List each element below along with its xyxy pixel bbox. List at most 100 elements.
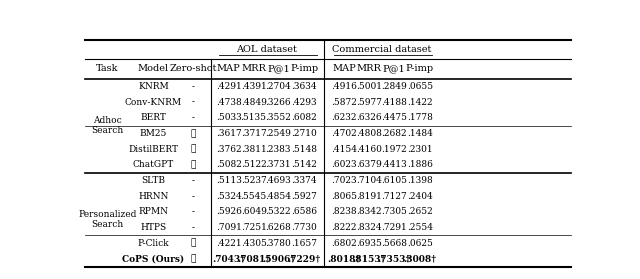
Text: .6935: .6935: [356, 239, 382, 248]
Text: .5872: .5872: [332, 98, 357, 107]
Text: .8065: .8065: [332, 192, 357, 201]
Text: -: -: [191, 113, 195, 122]
Text: .2682: .2682: [381, 129, 407, 138]
Text: .5001: .5001: [356, 82, 382, 91]
Text: -: -: [191, 192, 195, 201]
Text: BERT: BERT: [140, 113, 166, 122]
Text: .1422: .1422: [407, 98, 433, 107]
Text: .7229†: .7229†: [287, 254, 321, 263]
Text: .8324: .8324: [356, 223, 382, 232]
Text: .5927: .5927: [291, 192, 317, 201]
Text: .6586: .6586: [291, 207, 317, 217]
Text: .2652: .2652: [407, 207, 433, 217]
Text: .4738: .4738: [216, 98, 242, 107]
Text: .4413: .4413: [381, 160, 407, 169]
Text: .6049: .6049: [241, 207, 266, 217]
Text: .5122: .5122: [241, 160, 266, 169]
Text: -: -: [191, 207, 195, 217]
Text: .4293: .4293: [291, 98, 317, 107]
Text: AOL dataset: AOL dataset: [236, 45, 297, 54]
Text: .4916: .4916: [332, 82, 357, 91]
Text: P-imp: P-imp: [406, 64, 434, 73]
Text: .2849: .2849: [381, 82, 407, 91]
Text: .5906†: .5906†: [262, 254, 295, 263]
Text: .3762: .3762: [216, 145, 242, 154]
Text: ✓: ✓: [191, 160, 196, 169]
Text: .5142: .5142: [291, 160, 317, 169]
Text: .4305: .4305: [241, 239, 266, 248]
Text: .8153†: .8153†: [353, 254, 386, 263]
Text: .3811: .3811: [241, 145, 266, 154]
Text: .8018†: .8018†: [328, 254, 361, 263]
Text: -: -: [191, 82, 195, 91]
Text: .2554: .2554: [407, 223, 433, 232]
Text: .5237: .5237: [241, 176, 266, 185]
Text: .6082: .6082: [291, 113, 317, 122]
Text: .3780: .3780: [266, 239, 291, 248]
Text: .2710: .2710: [291, 129, 317, 138]
Text: .4475: .4475: [381, 113, 407, 122]
Text: P@1: P@1: [267, 64, 290, 73]
Text: .8191: .8191: [356, 192, 382, 201]
Text: .7104: .7104: [356, 176, 382, 185]
Text: .7305: .7305: [381, 207, 407, 217]
Text: .8222: .8222: [332, 223, 357, 232]
Text: .5322: .5322: [266, 207, 291, 217]
Text: .0625: .0625: [407, 239, 433, 248]
Text: .4160: .4160: [356, 145, 382, 154]
Text: ChatGPT: ChatGPT: [132, 160, 174, 169]
Text: MAP: MAP: [333, 64, 356, 73]
Text: .3552: .3552: [266, 113, 291, 122]
Text: HRNN: HRNN: [138, 192, 168, 201]
Text: .3634: .3634: [291, 82, 317, 91]
Text: .4702: .4702: [332, 129, 357, 138]
Text: -: -: [191, 176, 195, 185]
Text: .4154: .4154: [332, 145, 357, 154]
Text: KNRM: KNRM: [138, 82, 169, 91]
Text: .5082: .5082: [216, 160, 242, 169]
Text: DistilBERT: DistilBERT: [129, 145, 179, 154]
Text: .4693: .4693: [266, 176, 291, 185]
Text: .5324: .5324: [216, 192, 242, 201]
Text: .6379: .6379: [356, 160, 382, 169]
Text: MRR: MRR: [241, 64, 266, 73]
Text: Personalized
Search: Personalized Search: [78, 210, 136, 229]
Text: .5977: .5977: [356, 98, 382, 107]
Text: ✓: ✓: [191, 254, 196, 263]
Text: .8238: .8238: [332, 207, 357, 217]
Text: .5545: .5545: [241, 192, 267, 201]
Text: Adhoc
Search: Adhoc Search: [91, 116, 124, 135]
Text: .1484: .1484: [407, 129, 433, 138]
Text: .1778: .1778: [407, 113, 433, 122]
Text: .6326: .6326: [356, 113, 382, 122]
Text: .4808: .4808: [356, 129, 382, 138]
Text: ✓: ✓: [191, 145, 196, 154]
Text: P@1: P@1: [383, 64, 405, 73]
Text: Task: Task: [96, 64, 118, 73]
Text: .3731: .3731: [266, 160, 291, 169]
Text: .1886: .1886: [407, 160, 433, 169]
Text: .1398: .1398: [407, 176, 433, 185]
Text: .4291: .4291: [216, 82, 242, 91]
Text: ✓: ✓: [191, 129, 196, 138]
Text: .4391: .4391: [241, 82, 266, 91]
Text: .6105: .6105: [381, 176, 407, 185]
Text: .5135: .5135: [241, 113, 267, 122]
Text: .7353†: .7353†: [378, 254, 411, 263]
Text: .5668: .5668: [381, 239, 407, 248]
Text: Model: Model: [138, 64, 169, 73]
Text: .3717: .3717: [241, 129, 266, 138]
Text: SLTB: SLTB: [141, 176, 165, 185]
Text: .2404: .2404: [407, 192, 433, 201]
Text: Conv-KNRM: Conv-KNRM: [125, 98, 182, 107]
Text: .2383: .2383: [266, 145, 291, 154]
Text: .6802: .6802: [332, 239, 357, 248]
Text: MAP: MAP: [217, 64, 241, 73]
Text: .6232: .6232: [332, 113, 357, 122]
Text: HTPS: HTPS: [140, 223, 166, 232]
Text: Zero-shot: Zero-shot: [170, 64, 217, 73]
Text: .7251: .7251: [241, 223, 266, 232]
Text: .5113: .5113: [216, 176, 242, 185]
Text: CoPS (Ours): CoPS (Ours): [122, 254, 184, 263]
Text: .3008†: .3008†: [403, 254, 436, 263]
